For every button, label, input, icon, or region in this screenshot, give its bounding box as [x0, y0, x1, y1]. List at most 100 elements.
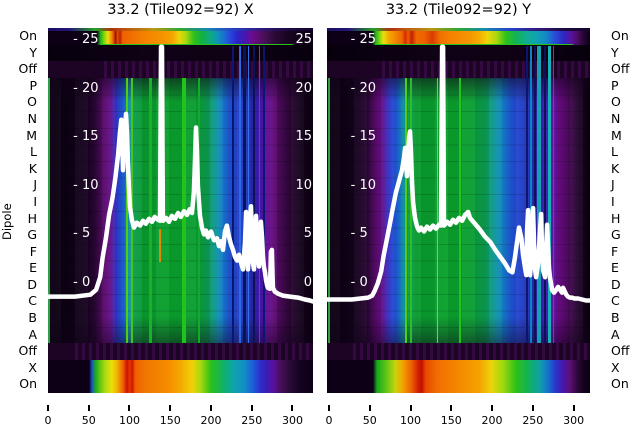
row-label-p-3: P	[29, 77, 37, 93]
x-tick-0	[47, 405, 49, 411]
heat-band-row-off-top	[48, 61, 313, 78]
row-label-y-1: Y	[29, 44, 37, 60]
y-tick-label-left-0: - 0	[73, 274, 91, 290]
row-label-n-5: N	[27, 110, 37, 126]
y-tick-label-right-0: 0	[303, 274, 312, 290]
row-label-on-21: On	[611, 376, 629, 392]
row-label-x-20: X	[28, 359, 37, 375]
panel-y: - 25 - 20 - 15 - 10 - 5 - 0 0 50 100 150 200 250 30…	[325, 28, 590, 427]
heat-stripe	[48, 77, 51, 344]
row-label-a-18: A	[28, 326, 37, 342]
heat-stripe	[552, 46, 555, 344]
row-label-off-2: Off	[18, 61, 37, 77]
x-tick-label-50: 50	[81, 414, 96, 427]
x-tick-label-150: 150	[440, 414, 462, 427]
row-label-d-15: D	[611, 276, 621, 292]
y-tick-label-left-5: - 5	[350, 226, 368, 242]
row-label-f-13: F	[29, 243, 37, 259]
x-tick-200	[491, 405, 494, 411]
heat-band-top-edge	[48, 28, 313, 32]
y-tick-label-left-0: - 0	[350, 274, 368, 290]
y-tick-label-right-15: 15	[295, 129, 312, 145]
row-label-h-11: H	[611, 210, 621, 226]
row-label-k-8: K	[611, 160, 620, 176]
row-label-b-17: B	[611, 310, 620, 326]
x-tick-50	[368, 405, 371, 411]
heat-band-row-y	[48, 45, 313, 62]
row-label-l-7: L	[611, 144, 618, 160]
row-label-g-12: G	[27, 227, 37, 243]
heat-stripe	[458, 77, 462, 344]
y-tick-label-left-15: - 15	[350, 129, 377, 145]
row-label-off-19: Off	[611, 343, 630, 359]
heat-band-rows-x-on-bottom	[48, 359, 313, 393]
row-label-e-14: E	[29, 260, 37, 276]
heat-stripe	[537, 46, 541, 344]
heat-stripe	[405, 77, 408, 344]
x-tick-label-0: 0	[44, 414, 52, 427]
row-label-b-17: B	[28, 310, 37, 326]
heat-stripe	[530, 46, 532, 344]
row-label-p-3: P	[611, 77, 619, 93]
row-label-m-6: M	[26, 127, 37, 143]
y-tick-label-right-20: 20	[295, 80, 312, 96]
heat-band-texture	[103, 61, 313, 78]
x-tick-50	[87, 405, 90, 411]
y-tick-label-right-25: 25	[295, 31, 312, 47]
heat-band-row-on-top	[48, 31, 313, 46]
x-tick-150	[169, 405, 172, 411]
x-tick-250	[250, 405, 253, 411]
row-label-l-7: L	[30, 144, 37, 160]
y-tick-label-right-10: 10	[295, 177, 312, 193]
heat-stripe	[181, 77, 186, 344]
x-tick-label-0: 0	[325, 414, 333, 427]
x-tick-100	[128, 405, 131, 411]
row-label-y-1: Y	[611, 44, 619, 60]
row-label-m-6: M	[611, 127, 622, 143]
heat-stripe	[258, 46, 261, 344]
row-label-on-0: On	[611, 28, 629, 43]
x-tick-150	[450, 405, 453, 411]
heat-stripe	[547, 46, 551, 344]
row-label-c-16: C	[28, 293, 37, 309]
x-tick-300	[572, 405, 575, 411]
y-tick-label-left-10: - 10	[73, 177, 99, 193]
row-label-i-10: I	[33, 193, 37, 209]
panel-x-title: 33.2 (Tile092=92) X	[107, 2, 254, 18]
heat-stripe	[130, 77, 133, 344]
row-label-on-21: On	[19, 376, 37, 392]
heat-stripe	[247, 46, 250, 344]
row-label-o-4: O	[611, 94, 621, 110]
x-tick-100	[409, 405, 412, 411]
heat-band-top-edge	[327, 28, 590, 32]
row-label-k-8: K	[28, 160, 37, 176]
heat-band-texture	[74, 343, 313, 360]
y-tick-label-left-25: - 25	[350, 31, 377, 47]
heat-stripe	[410, 77, 412, 344]
row-label-d-15: D	[27, 276, 37, 292]
y-tick-label-left-20: - 20	[73, 80, 99, 96]
x-tick-label-250: 250	[522, 414, 544, 427]
panel-y-title: 33.2 (Tile092=92) Y	[385, 2, 532, 18]
x-tick-200	[209, 405, 212, 411]
x-tick-label-150: 150	[159, 414, 181, 427]
heat-stripe	[252, 46, 256, 344]
row-label-e-14: E	[611, 260, 619, 276]
x-tick-label-200: 200	[200, 414, 222, 427]
panel-x: - 25- 20- 15- 10- 5- 0 25 20 15 10 5 0 0 50 100 1…	[45, 28, 313, 427]
row-label-n-5: N	[611, 110, 621, 126]
heat-stripe	[263, 46, 266, 344]
heat-stripe	[159, 228, 161, 262]
heat-band-row-off-bottom	[48, 343, 313, 360]
x-tick-300	[291, 405, 294, 411]
heat-stripe	[149, 77, 153, 344]
heat-band-texture	[382, 61, 590, 78]
x-tick-250	[531, 405, 534, 411]
y-tick-label-left-15: - 15	[73, 129, 99, 145]
row-label-x-20: X	[611, 359, 620, 375]
x-tick-label-250: 250	[241, 414, 263, 427]
x-tick-label-50: 50	[362, 414, 377, 427]
heat-stripe	[543, 46, 546, 344]
y-tick-label-left-25: - 25	[73, 31, 99, 47]
heat-stripe	[525, 46, 528, 344]
